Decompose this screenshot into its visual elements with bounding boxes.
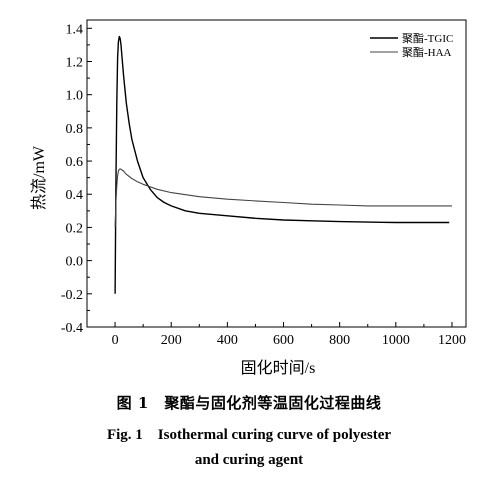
y-tick-label: 1.4 (66, 22, 84, 37)
x-axis-label: 固化时间/s (241, 359, 316, 377)
series-line-1 (114, 35, 450, 294)
series-line-2 (114, 168, 452, 228)
y-axis-label: 热流/mW (30, 145, 48, 210)
y-tick-label: 0.2 (66, 221, 84, 236)
x-tick-label: 200 (161, 333, 182, 348)
legend-label-1: 聚酯-TGIC (402, 32, 453, 45)
isothermal-curing-chart: 0 200 400 600 800 1000 1200 -0.4 -0.2 0.0 0.2 0.4 0.… (30, 19, 467, 377)
x-tick-label: 1000 (382, 333, 410, 348)
y-tick-label: 0.6 (66, 155, 84, 170)
legend-label-2: 聚酯-HAA (402, 46, 452, 59)
y-tick-label: -0.2 (61, 288, 83, 303)
y-tick-label: 0.0 (66, 255, 84, 270)
x-tick-label: 1200 (438, 333, 466, 348)
figure-caption-chinese: 图 1 聚酯与固化剂等温固化过程曲线 (116, 394, 382, 412)
plot-frame (86, 19, 467, 328)
y-tick-label: 1.0 (66, 89, 84, 104)
y-tick-label: 0.4 (66, 188, 84, 203)
x-tick-label: 400 (217, 333, 238, 348)
y-tick-label: 1.2 (66, 55, 84, 70)
y-tick-label: 0.8 (66, 122, 84, 137)
y-tick-label: -0.4 (61, 321, 83, 336)
x-tick-label: 800 (329, 333, 350, 348)
x-tick-label: 600 (273, 333, 294, 348)
x-tick-label: 0 (112, 333, 119, 348)
figure-caption-english-line2: and curing agent (194, 452, 304, 468)
figure-caption-english-line1: Fig. 1 Isothermal curing curve of polyes… (106, 427, 392, 443)
